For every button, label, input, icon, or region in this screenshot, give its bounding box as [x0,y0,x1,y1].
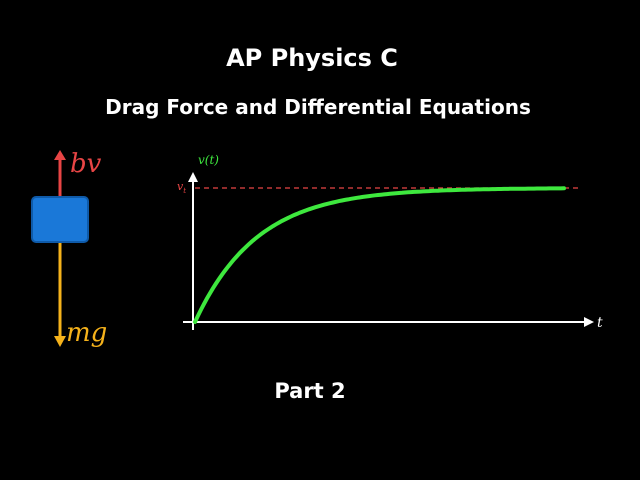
y-axis-label: v(t) [198,153,219,167]
terminal-sub: t [183,187,186,195]
drag-force-label: bv [70,149,102,179]
block [31,196,89,243]
terminal-label: vt [177,180,186,195]
title: AP Physics C [226,44,398,72]
x-axis-label: t [597,315,603,331]
terminal-main: v [177,180,184,193]
x-axis-head [584,317,594,327]
part-label: Part 2 [274,379,345,403]
y-axis-head [188,172,198,182]
down-arrow-head [54,336,66,347]
velocity-curve [193,186,566,324]
weight-label: mg [66,318,107,348]
subtitle: Drag Force and Differential Equations [105,95,531,119]
up-arrow-head [54,150,66,160]
